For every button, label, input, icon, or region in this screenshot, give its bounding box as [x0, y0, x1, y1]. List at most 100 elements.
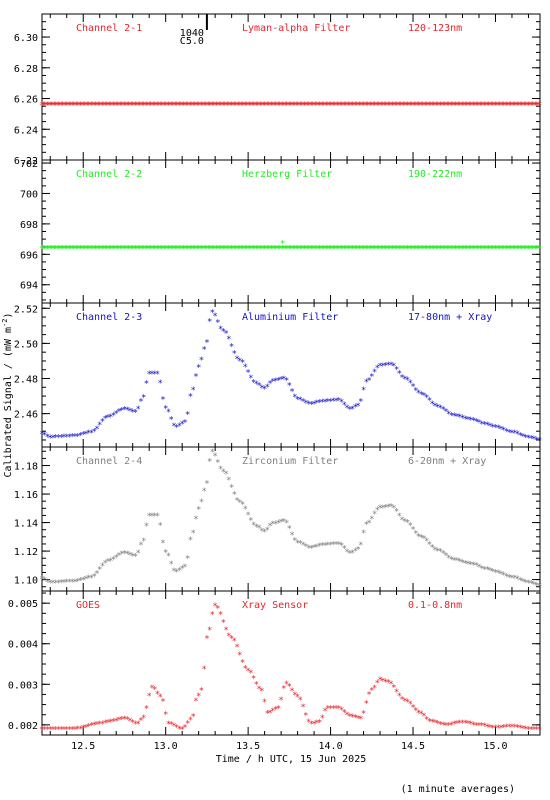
- data-point: *: [369, 101, 374, 111]
- data-point: *: [285, 101, 290, 111]
- data-point: *: [119, 550, 124, 560]
- data-point: *: [124, 406, 129, 416]
- data-point: *: [262, 245, 267, 255]
- data-point: *: [61, 433, 66, 443]
- y-tick-label: 6.30: [14, 33, 38, 44]
- data-point: *: [56, 101, 61, 111]
- data-point: *: [431, 101, 436, 111]
- data-point: *: [119, 245, 124, 255]
- data-point: *: [513, 101, 518, 111]
- data-point: *: [248, 245, 253, 255]
- data-point: *: [314, 719, 319, 729]
- data-point: *: [86, 101, 91, 111]
- data-point: *: [336, 245, 341, 255]
- data-point: *: [454, 720, 459, 730]
- data-point: *: [108, 245, 113, 255]
- data-point: *: [409, 245, 414, 255]
- data-point: *: [241, 245, 246, 255]
- panel-label-filter: Lyman-alpha Filter: [242, 23, 350, 34]
- data-point: *: [127, 101, 132, 111]
- data-point: *: [193, 373, 198, 383]
- data-point: *: [254, 101, 259, 111]
- data-point: *: [237, 101, 242, 111]
- data-point: *: [100, 720, 105, 730]
- data-point: *: [309, 401, 314, 411]
- data-point: *: [424, 537, 429, 547]
- data-point: *: [245, 245, 250, 255]
- x-axis-label: Time / h UTC, 15 Jun 2025: [216, 754, 367, 765]
- data-point: *: [267, 380, 272, 390]
- data-point: *: [300, 245, 305, 255]
- data-point: *: [107, 101, 112, 111]
- data-point: *: [487, 422, 492, 432]
- data-point: *: [395, 101, 400, 111]
- data-point: *: [300, 101, 305, 111]
- y-axis-label: Calibrated Signal / (mW m-2): [1, 313, 14, 478]
- data-point: *: [234, 496, 239, 506]
- data-point: *: [527, 101, 532, 111]
- data-point: *: [289, 687, 294, 697]
- data-point: *: [419, 101, 424, 111]
- data-point: *: [153, 101, 158, 111]
- data-point: *: [441, 101, 446, 111]
- data-point: *: [221, 468, 226, 478]
- data-point: *: [59, 725, 64, 735]
- data-point: *: [364, 245, 369, 255]
- data-point: *: [392, 245, 397, 255]
- y-tick-label: 694: [20, 281, 38, 292]
- data-point: *: [79, 245, 84, 255]
- data-point: *: [81, 431, 86, 441]
- data-point: *: [372, 684, 377, 694]
- data-point: *: [152, 370, 157, 380]
- data-point: *: [410, 245, 415, 255]
- panel-label-band: 120-123nm: [408, 23, 462, 34]
- data-point: *: [343, 245, 348, 255]
- y-tick-label: 0.005: [8, 599, 38, 610]
- data-point: *: [476, 245, 481, 255]
- data-point: *: [72, 433, 77, 443]
- data-point: *: [420, 245, 425, 255]
- data-point: *: [144, 705, 149, 715]
- data-point: *: [116, 716, 121, 726]
- data-point: *: [456, 101, 461, 111]
- data-point: *: [174, 723, 179, 733]
- data-point: *: [112, 245, 117, 255]
- data-point: *: [491, 245, 496, 255]
- data-point: *: [483, 245, 488, 255]
- data-point: *: [287, 101, 292, 111]
- data-point: *: [413, 529, 418, 539]
- data-point: *: [479, 564, 484, 574]
- data-point: *: [504, 101, 509, 111]
- data-point: *: [152, 101, 157, 111]
- data-point: *: [452, 412, 457, 422]
- data-point: *: [221, 101, 226, 111]
- data-point: *: [240, 101, 245, 111]
- data-point: *: [489, 101, 494, 111]
- data-point: *: [435, 101, 440, 111]
- data-point: *: [522, 101, 527, 111]
- panel-p5: 0.002 0.003 0.004 0.005 GOES Xray Sensor 0.1-0…: [8, 590, 542, 736]
- data-point: *: [381, 245, 386, 255]
- data-point: *: [113, 245, 118, 255]
- data-point: *: [265, 245, 270, 255]
- data-point: *: [438, 548, 443, 558]
- data-point: *: [259, 101, 264, 111]
- data-point: *: [193, 697, 198, 707]
- data-point: *: [201, 665, 206, 675]
- data-point: *: [468, 101, 473, 111]
- data-point: *: [413, 386, 418, 396]
- data-point: *: [361, 245, 366, 255]
- data-point: *: [251, 674, 256, 684]
- data-point: *: [377, 504, 382, 514]
- series-points: ****************************************…: [39, 239, 542, 254]
- data-point: *: [361, 529, 366, 539]
- data-point: *: [43, 101, 48, 111]
- data-point: *: [59, 101, 64, 111]
- data-point: *: [298, 696, 303, 706]
- data-point: *: [370, 245, 375, 255]
- data-point: *: [232, 349, 237, 359]
- data-point: *: [353, 101, 358, 111]
- data-point: *: [86, 429, 91, 439]
- data-point: *: [240, 359, 245, 369]
- data-point: *: [498, 724, 503, 734]
